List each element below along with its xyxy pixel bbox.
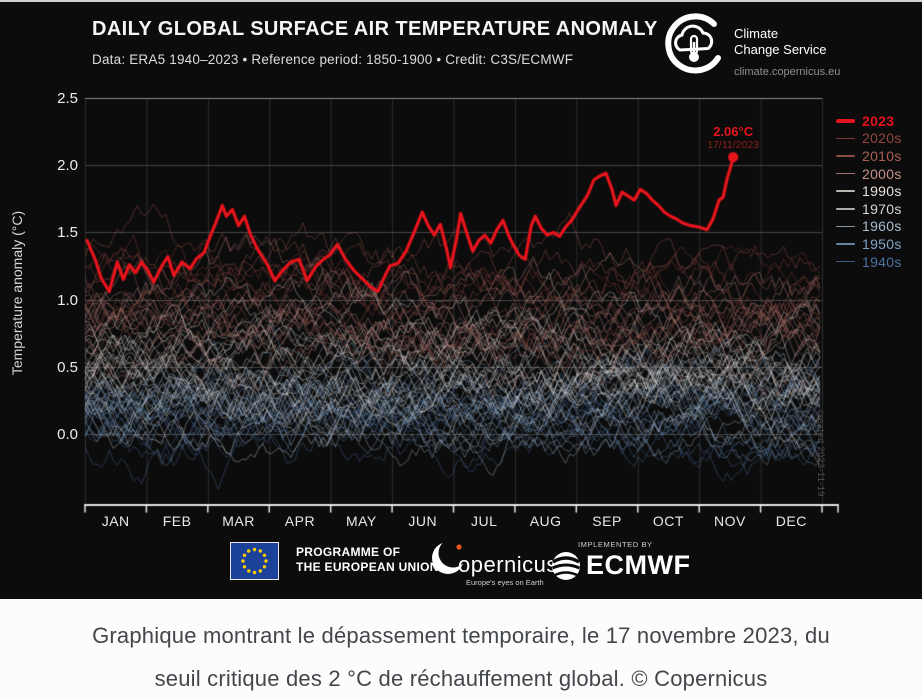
legend-swatch [836, 190, 855, 192]
chart-panel: DAILY GLOBAL SURFACE AIR TEMPERATURE ANO… [0, 2, 922, 599]
legend-item-2010s: 2010s [836, 147, 902, 165]
creation-date-watermark: created 2023-11-19 [816, 410, 826, 497]
month-label-jul: JUL [471, 513, 498, 529]
chart-canvas [0, 2, 922, 599]
copernicus-crescent-icon [432, 538, 468, 574]
copernicus-wordmark: opernicus [458, 552, 558, 577]
legend-swatch [836, 260, 855, 263]
legend-label: 1960s [862, 218, 902, 235]
implemented-by-label: IMPLEMENTED BY [578, 540, 653, 549]
legend-label: 2010s [862, 147, 902, 164]
y-tick-label: 1.0 [57, 291, 78, 309]
month-label-sep: SEP [592, 513, 622, 529]
ccs-logo-url: climate.copernicus.eu [734, 66, 841, 78]
copernicus-tagline: Europe's eyes on Earth [466, 578, 544, 587]
y-axis-title: Temperature anomaly (°C) [9, 210, 25, 376]
climate-change-service-logo: Climate Change Service climate.copernicu… [662, 10, 914, 82]
legend-label: 2023 [862, 112, 895, 129]
ccs-logo-text: Climate Change Service [734, 26, 827, 57]
ecmwf-logo: IMPLEMENTED BY ECMWF [550, 536, 720, 590]
y-tick-label: 2.0 [57, 157, 78, 175]
legend: 2023 2020s 2010s 2000s 1990s 1970s 1960s 1950s 1… [836, 112, 902, 270]
month-label-jan: JAN [101, 513, 130, 529]
ecmwf-wordmark: ECMWF [586, 550, 691, 580]
copernicus-logo: opernicus Europe's eyes on Earth [430, 538, 560, 590]
chart-title: DAILY GLOBAL SURFACE AIR TEMPERATURE ANO… [92, 18, 658, 40]
legend-swatch [836, 172, 855, 175]
caption: Graphique montrant le dépassement tempor… [0, 599, 922, 699]
eu-programme-text: PROGRAMME OF THE EUROPEAN UNION [296, 545, 439, 574]
legend-label: 1990s [862, 183, 902, 200]
month-label-mar: MAR [222, 513, 255, 529]
ecmwf-globe-icon [551, 552, 581, 580]
legend-label: 1950s [862, 235, 902, 252]
legend-item-2020s: 2020s [836, 130, 902, 148]
peak-annotation: 2.06°C 17/11/2023 [688, 124, 778, 151]
legend-item-2023: 2023 [836, 112, 902, 130]
month-label-oct: OCT [652, 513, 684, 529]
legend-swatch [836, 208, 855, 210]
cloud-thermometer-icon [665, 13, 721, 74]
month-label-dec: DEC [775, 513, 807, 529]
y-tick-label: 0.0 [57, 426, 78, 443]
caption-line-2: seuil critique des 2 °C de réchauffement… [154, 666, 768, 691]
month-label-jun: JUN [408, 513, 438, 529]
peak-annotation-date: 17/11/2023 [707, 139, 760, 152]
y-tick-label: 2.5 [57, 90, 78, 107]
legend-item-1950s: 1950s [836, 235, 902, 253]
caption-line-1: Graphique montrant le dépassement tempor… [92, 623, 830, 648]
legend-item-1970s: 1970s [836, 200, 902, 218]
chart-subtitle: Data: ERA5 1940–2023 • Reference period:… [92, 52, 574, 67]
y-tick-label: 0.5 [57, 358, 78, 376]
legend-label: 2000s [862, 165, 902, 182]
legend-item-1960s: 1960s [836, 218, 902, 236]
peak-annotation-value: 2.06°C [713, 124, 754, 140]
month-label-apr: APR [284, 513, 316, 529]
legend-swatch [836, 155, 855, 157]
footer-logos: PROGRAMME OF THE EUROPEAN UNION opernicu… [0, 536, 922, 592]
legend-item-1990s: 1990s [836, 182, 902, 200]
month-label-may: MAY [345, 513, 377, 529]
legend-swatch [836, 119, 855, 123]
legend-item-2000s: 2000s [836, 165, 902, 183]
legend-swatch [836, 225, 855, 228]
legend-swatch [836, 243, 855, 245]
legend-label: 1970s [862, 200, 902, 217]
y-tick-label: 1.5 [57, 224, 78, 242]
month-label-aug: AUG [529, 513, 562, 529]
month-label-nov: NOV [713, 513, 746, 529]
legend-label: 2020s [862, 130, 902, 147]
legend-item-1940s: 1940s [836, 253, 902, 271]
legend-label: 1940s [862, 253, 902, 270]
legend-swatch [836, 137, 855, 140]
eu-flag-icon [230, 542, 279, 580]
month-label-feb: FEB [162, 513, 192, 529]
